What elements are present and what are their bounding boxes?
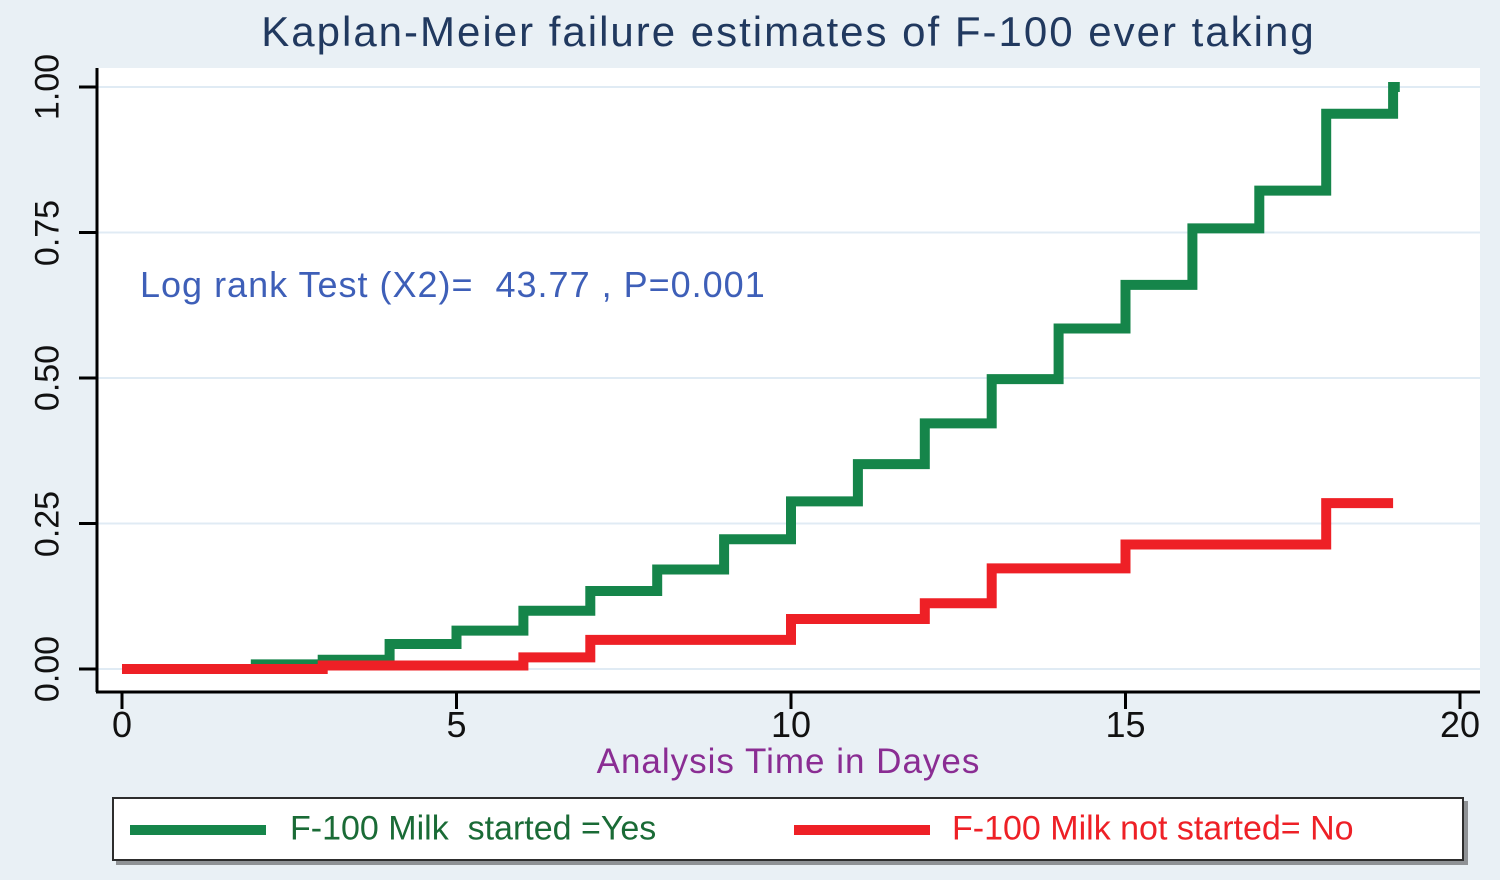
legend-line-swatch-no bbox=[794, 825, 930, 835]
legend-label-yes: F-100 Milk started =Yes bbox=[290, 809, 657, 848]
x-axis-title: Analysis Time in Dayes bbox=[596, 742, 981, 781]
y-tick-label: 0.25 bbox=[28, 490, 67, 557]
y-tick-label: 0.00 bbox=[28, 635, 67, 703]
legend: F-100 Milk started =Yes F-100 Milk not s… bbox=[112, 797, 1464, 861]
x-tick-label: 5 bbox=[446, 704, 467, 745]
chart-title: Kaplan-Meier failure estimates of F-100 … bbox=[261, 8, 1316, 55]
x-tick-label: 0 bbox=[111, 704, 133, 745]
legend-line-swatch-yes bbox=[130, 825, 266, 835]
y-tick-label: 0.50 bbox=[28, 344, 67, 412]
x-tick-label: 20 bbox=[1439, 704, 1481, 745]
y-tick-label: 1.00 bbox=[28, 53, 67, 121]
log-rank-annotation: Log rank Test (X2)= 43.77 , P=0.001 bbox=[140, 264, 766, 305]
y-tick-label: 0.75 bbox=[28, 199, 67, 266]
plot-background bbox=[97, 68, 1480, 692]
x-tick-label: 10 bbox=[770, 704, 812, 745]
km-curve-yes bbox=[122, 82, 1400, 674]
x-tick-label: 15 bbox=[1105, 704, 1146, 745]
legend-label-no: F-100 Milk not started= No bbox=[952, 809, 1354, 848]
km-curve-no bbox=[122, 498, 1394, 674]
